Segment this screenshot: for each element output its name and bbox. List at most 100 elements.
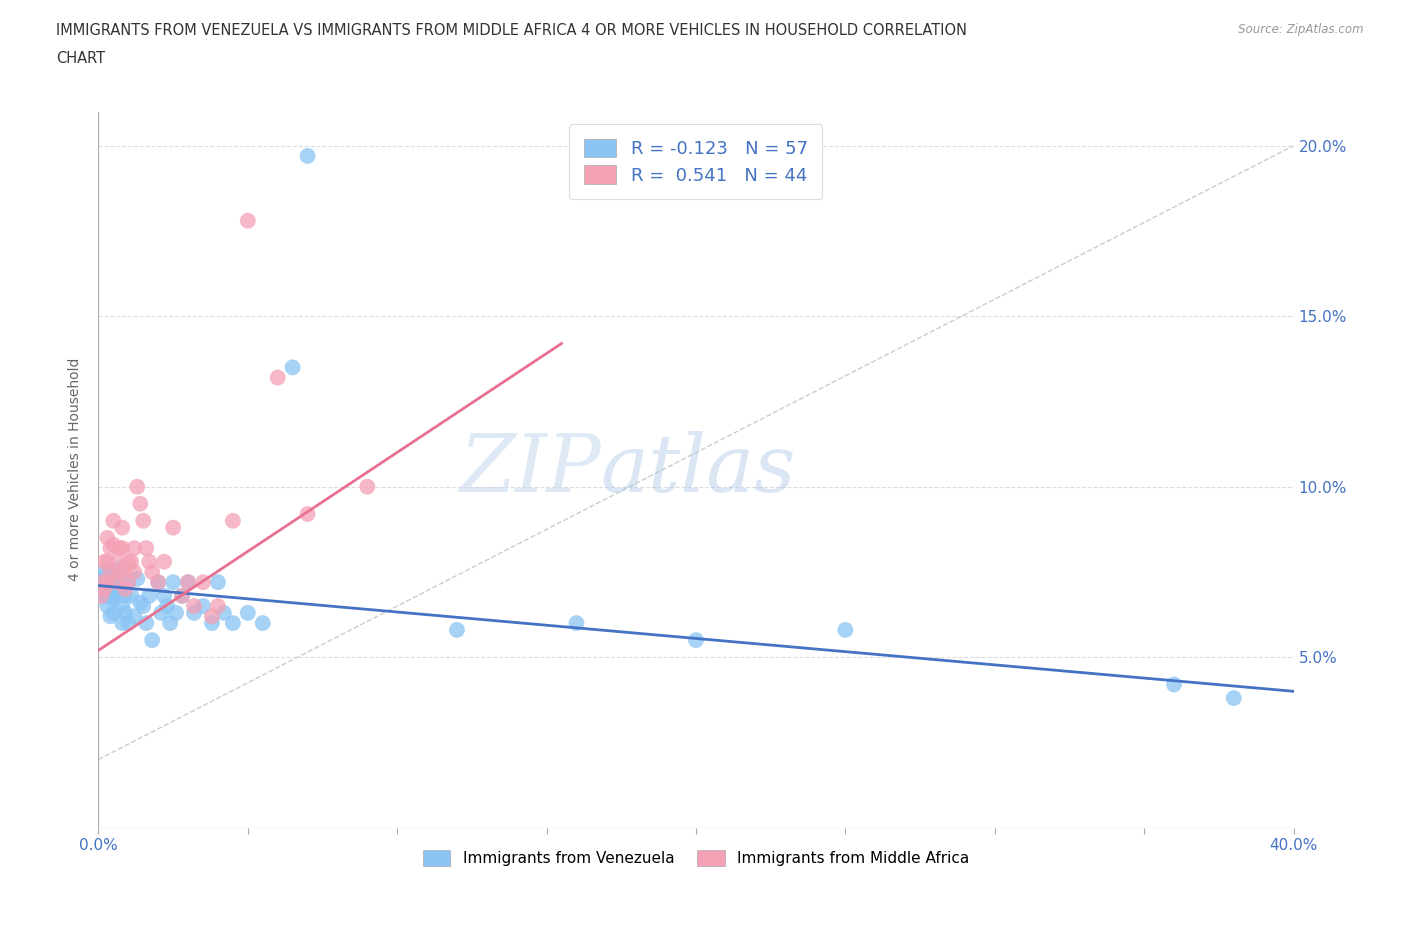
- Point: [111, 520, 134, 535]
- Point: [98, 565, 122, 579]
- Point: [105, 554, 128, 569]
- Text: IMMIGRANTS FROM VENEZUELA VS IMMIGRANTS FROM MIDDLE AFRICA 4 OR MORE VEHICLES IN: IMMIGRANTS FROM VENEZUELA VS IMMIGRANTS …: [56, 23, 967, 38]
- Point: [98, 540, 122, 555]
- Point: [212, 605, 235, 620]
- Point: [105, 575, 128, 590]
- Point: [222, 616, 245, 631]
- Point: [132, 513, 155, 528]
- Point: [222, 513, 245, 528]
- Point: [120, 554, 142, 569]
- Legend: Immigrants from Venezuela, Immigrants from Middle Africa: Immigrants from Venezuela, Immigrants fr…: [415, 843, 977, 874]
- Point: [156, 599, 179, 614]
- Text: Source: ZipAtlas.com: Source: ZipAtlas.com: [1239, 23, 1364, 36]
- Point: [90, 575, 112, 590]
- Point: [108, 561, 131, 576]
- Point: [834, 622, 856, 637]
- Point: [96, 568, 118, 583]
- Point: [281, 360, 304, 375]
- Point: [93, 581, 115, 596]
- Point: [138, 554, 160, 569]
- Point: [141, 565, 163, 579]
- Point: [124, 565, 146, 579]
- Point: [135, 616, 157, 631]
- Point: [127, 571, 149, 586]
- Point: [96, 581, 118, 596]
- Point: [201, 609, 224, 624]
- Point: [183, 599, 205, 614]
- Point: [96, 575, 118, 590]
- Point: [162, 575, 184, 590]
- Point: [114, 605, 136, 620]
- Point: [120, 589, 142, 604]
- Point: [111, 540, 134, 555]
- Point: [103, 538, 125, 552]
- Point: [105, 589, 128, 604]
- Point: [252, 616, 274, 631]
- Point: [127, 479, 149, 494]
- Point: [90, 589, 112, 604]
- Point: [129, 595, 152, 610]
- Point: [1163, 677, 1185, 692]
- Point: [183, 605, 205, 620]
- Point: [111, 616, 134, 631]
- Point: [172, 589, 194, 604]
- Point: [105, 575, 128, 590]
- Point: [236, 213, 259, 228]
- Point: [191, 575, 214, 590]
- Point: [124, 609, 146, 624]
- Point: [98, 589, 122, 604]
- Point: [98, 609, 122, 624]
- Point: [96, 530, 118, 545]
- Point: [153, 589, 176, 604]
- Point: [153, 554, 176, 569]
- Point: [177, 575, 200, 590]
- Point: [124, 540, 146, 555]
- Point: [207, 575, 229, 590]
- Point: [1223, 691, 1246, 706]
- Point: [565, 616, 588, 631]
- Point: [93, 554, 115, 569]
- Point: [177, 575, 200, 590]
- Point: [148, 575, 170, 590]
- Point: [162, 520, 184, 535]
- Point: [141, 632, 163, 647]
- Point: [685, 632, 707, 647]
- Point: [132, 599, 155, 614]
- Point: [93, 575, 115, 590]
- Point: [159, 616, 181, 631]
- Point: [207, 599, 229, 614]
- Point: [114, 561, 136, 576]
- Point: [96, 599, 118, 614]
- Point: [129, 497, 152, 512]
- Point: [98, 571, 122, 586]
- Point: [117, 616, 139, 631]
- Point: [108, 565, 131, 579]
- Text: ZIP: ZIP: [458, 431, 600, 509]
- Text: CHART: CHART: [56, 51, 105, 66]
- Point: [201, 616, 224, 631]
- Point: [236, 605, 259, 620]
- Point: [117, 554, 139, 569]
- Point: [103, 513, 125, 528]
- Point: [117, 575, 139, 590]
- Point: [93, 589, 115, 604]
- Point: [135, 540, 157, 555]
- Point: [172, 589, 194, 604]
- Point: [148, 575, 170, 590]
- Point: [108, 540, 131, 555]
- Point: [297, 507, 319, 522]
- Point: [356, 479, 378, 494]
- Point: [103, 605, 125, 620]
- Point: [103, 591, 125, 606]
- Point: [103, 578, 125, 593]
- Point: [90, 571, 112, 586]
- Point: [93, 565, 115, 579]
- Point: [267, 370, 290, 385]
- Point: [150, 605, 173, 620]
- Point: [114, 589, 136, 604]
- Point: [108, 581, 131, 596]
- Point: [114, 581, 136, 596]
- Text: atlas: atlas: [600, 431, 796, 509]
- Point: [297, 149, 319, 164]
- Point: [111, 599, 134, 614]
